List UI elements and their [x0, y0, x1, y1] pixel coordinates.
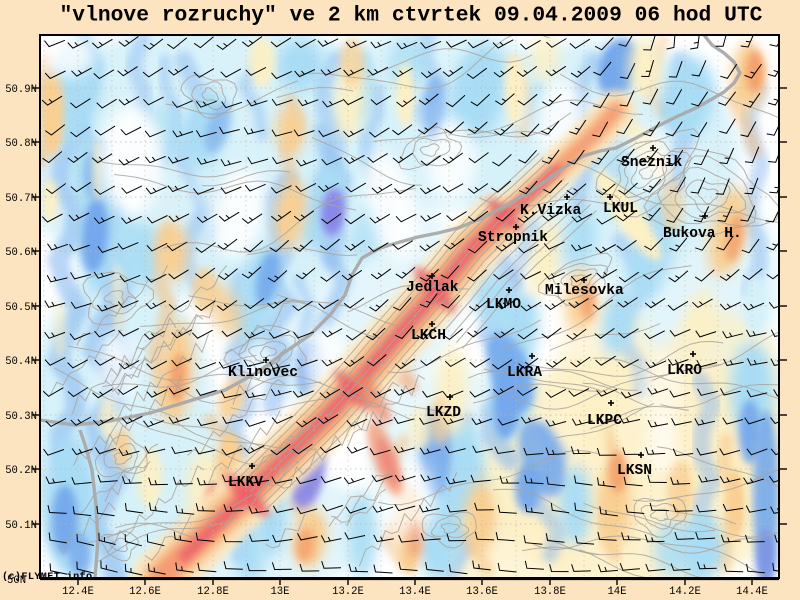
- svg-text:LKUL: LKUL: [603, 201, 638, 217]
- svg-text:LKKV: LKKV: [228, 475, 263, 491]
- svg-text:12.8E: 12.8E: [197, 586, 229, 598]
- svg-text:50.1N: 50.1N: [5, 520, 37, 532]
- svg-text:12.4E: 12.4E: [62, 586, 94, 598]
- svg-text:12.6E: 12.6E: [129, 586, 161, 598]
- svg-text:14.2E: 14.2E: [669, 586, 701, 598]
- svg-text:50.3N: 50.3N: [5, 411, 37, 423]
- svg-text:(c)FLYMET.info: (c)FLYMET.info: [2, 571, 93, 583]
- svg-text:50.7N: 50.7N: [5, 193, 37, 205]
- svg-text:50.8N: 50.8N: [5, 138, 37, 150]
- svg-text:Sneznik: Sneznik: [621, 155, 683, 171]
- svg-text:50.4N: 50.4N: [5, 356, 37, 368]
- svg-text:14.4E: 14.4E: [736, 586, 768, 598]
- svg-text:Jedlak: Jedlak: [406, 280, 459, 296]
- svg-text:Milesovka: Milesovka: [545, 283, 624, 299]
- svg-text:50.2N: 50.2N: [5, 465, 37, 477]
- svg-text:LKRO: LKRO: [667, 363, 702, 379]
- svg-text:14E: 14E: [607, 586, 626, 598]
- svg-text:50.5N: 50.5N: [5, 302, 37, 314]
- svg-text:13.8E: 13.8E: [534, 586, 566, 598]
- svg-text:Klinovec: Klinovec: [228, 365, 298, 381]
- svg-text:13.4E: 13.4E: [399, 586, 431, 598]
- svg-text:LKZD: LKZD: [426, 405, 461, 421]
- svg-text:"vlnove rozruchy" ve 2 km ctvr: "vlnove rozruchy" ve 2 km ctvrtek 09.04.…: [60, 4, 763, 28]
- svg-text:50.6N: 50.6N: [5, 247, 37, 259]
- svg-text:K.Vizka: K.Vizka: [520, 203, 582, 219]
- svg-text:LKRA: LKRA: [507, 365, 542, 381]
- svg-text:50N: 50N: [7, 575, 26, 587]
- svg-text:13.6E: 13.6E: [466, 586, 498, 598]
- svg-text:LKSN: LKSN: [617, 463, 652, 479]
- svg-text:Stropnik: Stropnik: [478, 230, 548, 246]
- svg-text:LKMO: LKMO: [486, 297, 521, 313]
- svg-text:50.9N: 50.9N: [5, 84, 37, 96]
- svg-text:13.2E: 13.2E: [332, 586, 364, 598]
- svg-text:LKCH: LKCH: [411, 328, 446, 344]
- svg-text:Bukova H.: Bukova H.: [663, 226, 742, 242]
- svg-text:LKPC: LKPC: [587, 413, 622, 429]
- svg-text:13E: 13E: [270, 586, 289, 598]
